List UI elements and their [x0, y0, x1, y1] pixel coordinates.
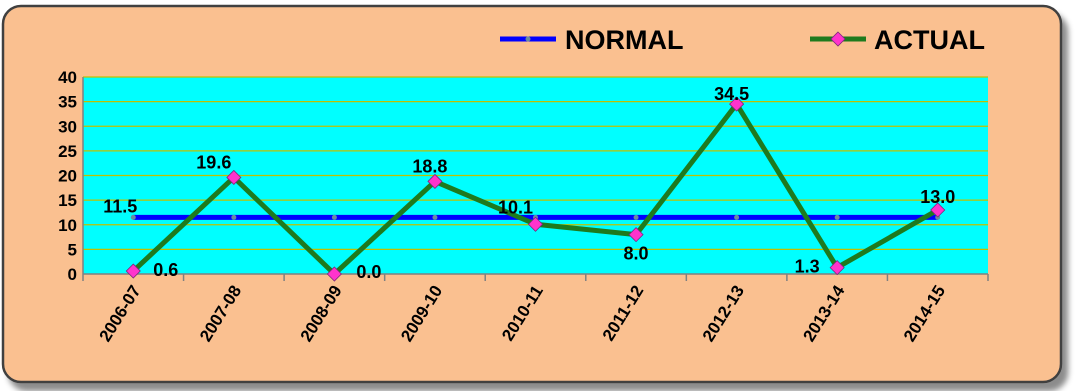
marker-actual	[427, 173, 443, 189]
data-label-normal: 11.5	[103, 196, 137, 216]
marker-actual	[226, 169, 242, 186]
marker-actual	[930, 202, 946, 218]
marker-normal	[231, 214, 237, 220]
data-label-actual: 19.6	[196, 152, 231, 172]
marker-normal	[633, 214, 639, 220]
y-tick-label: 5	[68, 240, 77, 259]
marker-normal	[834, 214, 840, 220]
marker-actual	[829, 260, 845, 276]
legend: NORMAL ACTUAL	[500, 25, 985, 55]
legend-label-normal: NORMAL	[565, 25, 683, 55]
legend-marker-actual	[830, 31, 846, 47]
data-label-actual: 0.0	[356, 262, 381, 282]
legend-label-actual: ACTUAL	[874, 25, 985, 55]
y-tick-label: 35	[58, 93, 77, 112]
data-label-actual: 8.0	[624, 244, 649, 264]
y-tick-label: 40	[58, 68, 77, 87]
marker-actual	[125, 263, 141, 279]
legend-marker-normal	[525, 36, 531, 42]
y-tick-label: 10	[58, 216, 77, 235]
data-label-actual: 13.0	[920, 187, 955, 207]
marker-normal	[331, 214, 337, 220]
y-tick-label: 20	[58, 167, 77, 186]
data-label-actual: 1.3	[795, 257, 820, 277]
marker-actual	[729, 96, 745, 112]
marker-normal	[432, 214, 438, 220]
marker-actual	[326, 266, 342, 282]
y-tick-label: 30	[58, 117, 77, 136]
data-label-actual: 34.5	[714, 84, 749, 104]
y-tick-label: 25	[58, 142, 77, 161]
marker-normal	[734, 214, 740, 220]
marker-normal	[130, 214, 136, 220]
marker-actual	[628, 227, 644, 243]
y-tick-label: 0	[68, 265, 77, 284]
y-tick-label: 15	[58, 191, 77, 210]
data-label-actual: 10.1	[498, 197, 533, 217]
marker-actual	[527, 216, 544, 232]
data-label-actual: 0.6	[153, 260, 178, 280]
data-label-actual: 18.8	[412, 156, 447, 176]
